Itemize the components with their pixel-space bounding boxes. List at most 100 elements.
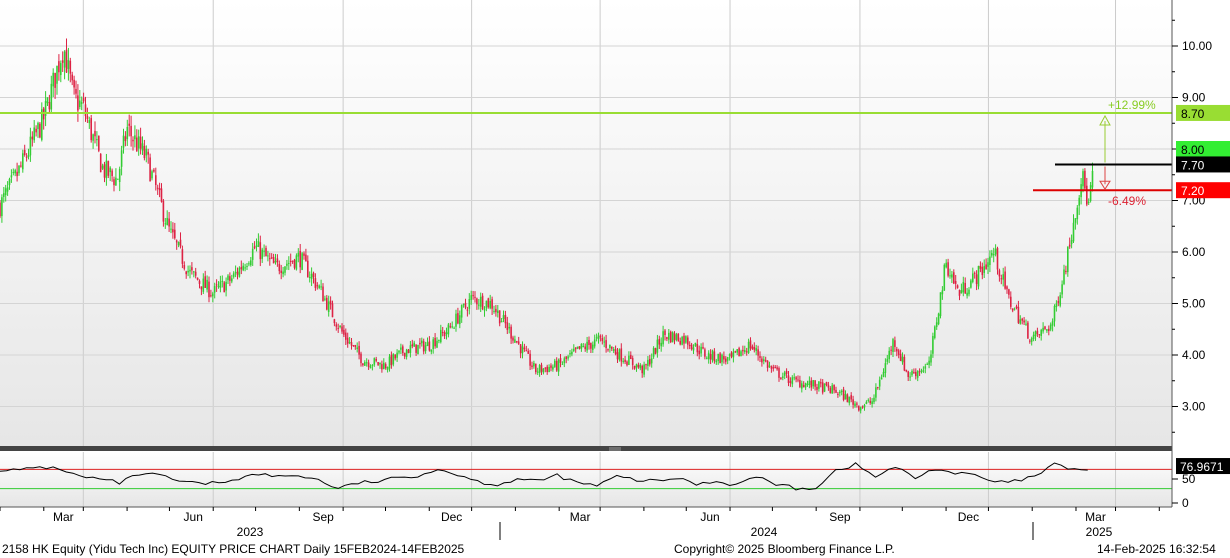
candle-body	[829, 387, 832, 394]
candle-body	[1008, 289, 1010, 295]
candle-body	[1025, 323, 1027, 325]
candle-body	[603, 341, 605, 343]
candle-body	[736, 349, 738, 353]
candle-body	[818, 381, 820, 389]
candle-body	[198, 280, 201, 284]
x-year-label: 2024	[751, 525, 778, 539]
candle-body	[519, 344, 522, 354]
candle-body	[801, 383, 803, 389]
candle-body	[27, 154, 30, 157]
candle-body	[713, 351, 716, 362]
candle-body	[966, 292, 968, 296]
candle-body	[403, 352, 406, 357]
candle-body	[504, 314, 507, 324]
x-year-label: 2023	[237, 525, 264, 539]
candle-body	[612, 349, 615, 351]
candle-body	[255, 245, 258, 247]
candle-body	[10, 175, 13, 178]
candle-body	[508, 326, 510, 329]
candle-body	[563, 358, 566, 364]
candle-body	[498, 310, 501, 324]
candle-body	[46, 97, 49, 104]
candle-body	[436, 340, 438, 348]
candle-body	[850, 395, 852, 400]
y-tick-label: 4.00	[1182, 348, 1206, 362]
candle-body	[926, 363, 928, 365]
candle-body	[259, 242, 262, 260]
candle-body	[485, 300, 488, 309]
candle-body	[687, 337, 689, 345]
candle-body	[719, 353, 721, 364]
candle-body	[263, 250, 265, 252]
candle-body	[270, 257, 273, 259]
candle-body	[785, 370, 788, 374]
candle-body	[831, 385, 833, 394]
candle-body	[738, 348, 740, 357]
candle-body	[286, 263, 288, 266]
candle-body	[202, 278, 205, 292]
candle-body	[907, 371, 909, 377]
candle-body	[707, 352, 710, 360]
candle-body	[314, 278, 317, 288]
candle-body	[339, 326, 341, 328]
candle-body	[842, 389, 845, 400]
candle-body	[569, 353, 571, 355]
candle-body	[567, 356, 569, 359]
candle-body	[206, 279, 208, 290]
candle-body	[61, 60, 64, 63]
candle-body	[744, 350, 746, 353]
candle-body	[778, 368, 780, 378]
candle-body	[356, 347, 358, 350]
candle-body	[538, 365, 541, 373]
candle-body	[96, 138, 98, 141]
candle-body	[909, 376, 911, 378]
candle-body	[873, 397, 875, 403]
candle-body	[989, 256, 991, 265]
candle-body	[951, 274, 953, 278]
candle-body	[763, 359, 765, 362]
candle-body	[559, 358, 562, 363]
candle-body	[1002, 274, 1004, 280]
candle-body	[994, 248, 997, 255]
candle-body	[516, 341, 518, 343]
candle-body	[305, 254, 307, 262]
candle-body	[745, 351, 748, 353]
candle-body	[117, 178, 119, 180]
candle-body	[992, 254, 995, 256]
candle-body	[267, 255, 269, 257]
footer-title: 2158 HK Equity (Yidu Tech Inc) EQUITY PR…	[2, 542, 465, 556]
candle-body	[637, 364, 640, 368]
candle-body	[647, 359, 649, 366]
candle-body	[407, 349, 410, 354]
candle-body	[827, 384, 830, 388]
candle-body	[1078, 197, 1080, 206]
candle-body	[869, 400, 871, 404]
candle-body	[761, 358, 763, 363]
candle-body	[540, 364, 543, 372]
candle-body	[168, 218, 170, 227]
candle-body	[4, 188, 7, 196]
y-tick-label: 5.00	[1182, 297, 1206, 311]
candle-body	[251, 248, 254, 260]
candle-body	[702, 346, 704, 349]
candle-body	[791, 377, 794, 385]
candle-body	[1021, 318, 1023, 321]
candle-body	[308, 276, 311, 278]
candle-body	[954, 280, 957, 284]
candle-body	[639, 364, 642, 369]
candle-body	[814, 380, 816, 387]
candle-body	[574, 347, 577, 350]
candle-body	[428, 341, 431, 351]
footer: 2158 HK Equity (Yidu Tech Inc) EQUITY PR…	[0, 540, 1230, 558]
candle-body	[41, 109, 43, 140]
candle-body	[584, 346, 586, 350]
candle-body	[662, 331, 664, 345]
lower-price-badge-bg	[1176, 182, 1230, 199]
candle-body	[459, 315, 461, 325]
candle-body	[590, 342, 592, 349]
candle-body	[890, 349, 892, 351]
candle-body	[240, 266, 243, 270]
candle-body	[728, 354, 731, 356]
candle-body	[630, 355, 632, 360]
candle-body	[867, 399, 870, 402]
